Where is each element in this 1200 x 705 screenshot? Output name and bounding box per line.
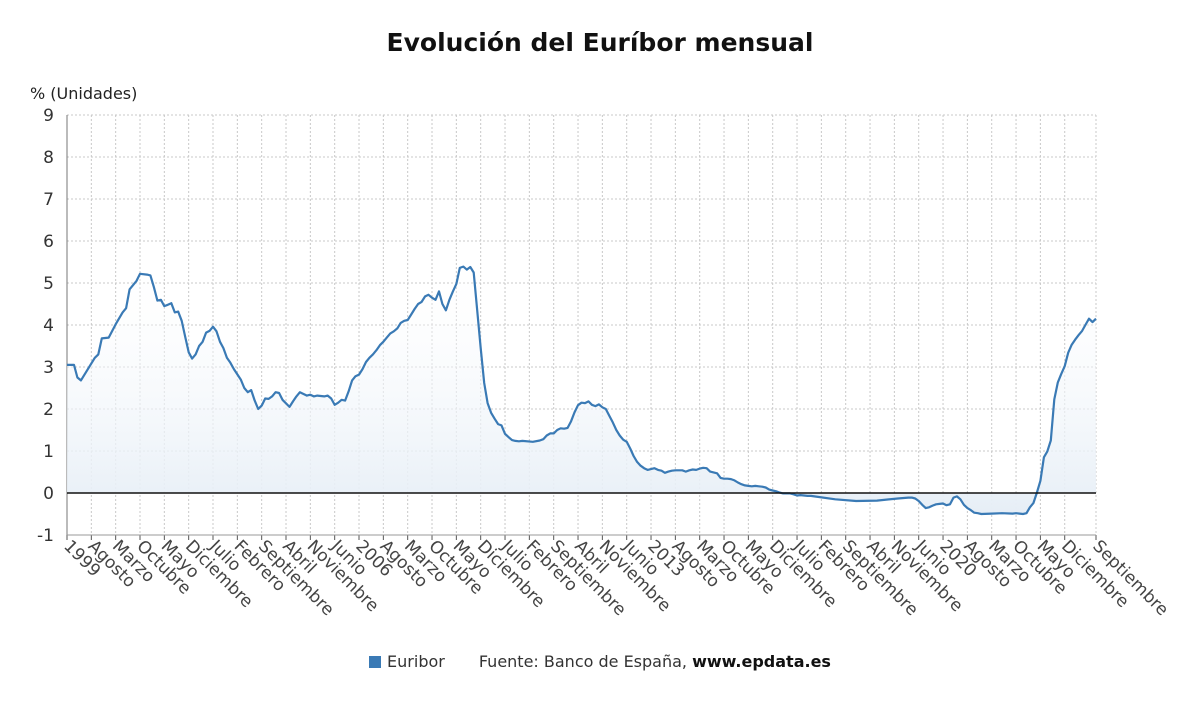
legend-series-label: Euribor <box>387 652 445 671</box>
source-text: Fuente: Banco de España, www.epdata.es <box>478 652 831 671</box>
series-line-euribor <box>67 265 1097 516</box>
y-tick-label: 7 <box>43 190 54 210</box>
y-tick-label: 6 <box>43 232 54 252</box>
y-axis-unit-label: % (Unidades) <box>30 84 138 103</box>
y-tick-label: 2 <box>43 400 54 420</box>
y-tick-label: -1 <box>37 526 54 546</box>
y-tick-label: 3 <box>43 358 54 378</box>
series-area <box>67 266 1096 514</box>
y-tick-label: 1 <box>43 442 54 462</box>
y-tick-label: 9 <box>43 106 54 126</box>
source-site: www.epdata.es <box>692 652 831 671</box>
y-tick-label: 4 <box>43 316 54 336</box>
legend-swatch <box>369 656 382 668</box>
legend: Euribor Fuente: Banco de España, www.epda… <box>0 652 1200 671</box>
y-tick-label: 8 <box>43 148 54 168</box>
y-tick-label: 0 <box>43 484 54 504</box>
y-tick-label: 5 <box>43 274 54 294</box>
chart-title: Evolución del Euríbor mensual <box>386 28 814 57</box>
